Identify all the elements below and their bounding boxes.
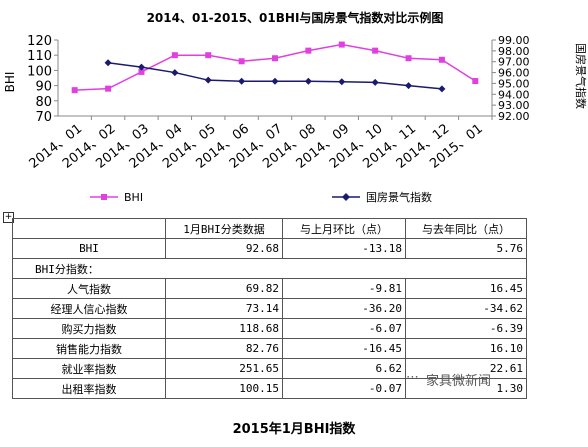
bhi-point — [272, 55, 278, 62]
index-point — [137, 63, 145, 71]
table-row: BHI分指数： — [12, 258, 527, 279]
yoy-cell: 16.45 — [405, 278, 527, 299]
table-row: 销售能力指数 82.76 -16.45 16.10 — [12, 338, 527, 359]
table-row: 出租率指数 100.15 -0.07 1.30 — [12, 378, 527, 399]
legend: BHI 国房景气指数 — [90, 190, 432, 204]
yoy-cell: 16.10 — [405, 338, 527, 359]
legend-bhi-label: BHI — [124, 191, 143, 204]
bhi-point — [238, 58, 245, 65]
yoy-cell: 1.30 — [405, 378, 527, 399]
yoy-cell: -6.39 — [405, 318, 527, 339]
table-expand-toggle[interactable]: + — [3, 212, 14, 223]
comparison-chart: 2014、01-2015、01BHI与国房景气指数对比示例图 BHI 国房景气指… — [3, 10, 588, 204]
bhi-point — [438, 56, 445, 63]
index-point — [405, 82, 413, 90]
y-right-tick-label: 92.00 — [498, 110, 530, 123]
y-right-tick-label: 99.00 — [498, 34, 530, 47]
table-row: 人气指数 69.82 -9.81 16.45 — [12, 278, 527, 299]
index-point — [104, 59, 112, 67]
y-right-tick-label: 93.00 — [498, 99, 530, 112]
bhi-point — [105, 85, 112, 92]
yoy-cell: 5.76 — [405, 238, 527, 259]
index-point — [204, 76, 212, 84]
mom-cell: -36.20 — [282, 298, 406, 319]
header-cell: 与去年同比（点） — [405, 218, 527, 239]
chart-title: 2014、01-2015、01BHI与国房景气指数对比示例图 — [147, 10, 444, 25]
y-tick-label: 120 — [27, 34, 52, 49]
index-point — [438, 85, 446, 93]
index-point — [304, 77, 312, 85]
row-label: 经理人信心指数 — [12, 298, 166, 319]
legend-bhi-marker — [101, 194, 107, 200]
bhi-point — [372, 47, 379, 54]
table-row: 经理人信心指数 73.14 -36.20 -34.62 — [12, 298, 527, 319]
mom-cell: 6.62 — [282, 358, 406, 379]
table-header-row: 1月BHI分类数据 与上月环比（点） 与去年同比（点） — [12, 218, 527, 239]
mom-cell: -13.18 — [282, 238, 406, 259]
value-cell: 69.82 — [165, 278, 283, 299]
row-label: 人气指数 — [12, 278, 166, 299]
legend-index-marker — [342, 193, 350, 201]
table-row: 购买力指数 118.68 -6.07 -6.39 — [12, 318, 527, 339]
value-cell: 251.65 — [165, 358, 283, 379]
bhi-point — [71, 87, 78, 94]
index-point — [271, 77, 279, 85]
mom-cell: -9.81 — [282, 278, 406, 299]
y-right-tick-label: 95.00 — [498, 77, 530, 90]
header-cell: 与上月环比（点） — [282, 218, 406, 239]
bhi-point — [138, 68, 145, 75]
header-cell — [12, 218, 166, 239]
row-label: 出租率指数 — [12, 378, 166, 399]
row-label: BHI分指数： — [12, 258, 527, 279]
y-axis-label: BHI — [3, 72, 17, 93]
index-point — [171, 69, 179, 77]
value-cell: 82.76 — [165, 338, 283, 359]
header-cell: 1月BHI分类数据 — [165, 218, 283, 239]
table-row: 就业率指数 251.65 6.62 22.61 — [12, 358, 527, 379]
y-tick-label: 100 — [27, 64, 52, 79]
bhi-point — [305, 47, 312, 54]
value-cell: 73.14 — [165, 298, 283, 319]
series-line-1 — [107, 62, 442, 90]
row-label: 销售能力指数 — [12, 338, 166, 359]
bhi-point — [338, 41, 345, 48]
y-tick-label: 70 — [35, 110, 52, 125]
row-label: BHI — [12, 238, 166, 259]
row-label: 就业率指数 — [12, 358, 166, 379]
bhi-point — [472, 78, 479, 85]
watermark-icon: ⋯ — [406, 370, 419, 385]
data-table-wrapper: 1月BHI分类数据 与上月环比（点） 与去年同比（点） BHI 92.68 -13.… — [12, 218, 527, 399]
y-right-tick-label: 96.00 — [498, 67, 530, 80]
index-point — [238, 77, 246, 85]
y-right-tick-label: 98.00 — [498, 45, 530, 58]
value-cell: 92.68 — [165, 238, 283, 259]
bhi-point — [205, 52, 212, 59]
bhi-point — [405, 55, 412, 62]
mom-cell: -0.07 — [282, 378, 406, 399]
figure-caption: 2015年1月BHI指数 — [232, 422, 356, 437]
y-right-tick-label: 97.00 — [498, 56, 530, 69]
y-tick-label: 80 — [35, 95, 52, 110]
index-point — [338, 78, 346, 86]
mom-cell: -6.07 — [282, 318, 406, 339]
watermark-text: 家具微新闻 — [426, 374, 492, 389]
row-label: 购买力指数 — [12, 318, 166, 339]
y-right-tick-label: 94.00 — [498, 88, 530, 101]
yoy-cell: -34.62 — [405, 298, 527, 319]
index-point — [371, 78, 379, 86]
yoy-cell: 22.61 — [405, 358, 527, 379]
y-axis-right-label: 国房景气指数 — [574, 43, 588, 109]
value-cell: 100.15 — [165, 378, 283, 399]
bhi-data-table: 1月BHI分类数据 与上月环比（点） 与去年同比（点） BHI 92.68 -13.… — [12, 218, 527, 399]
value-cell: 118.68 — [165, 318, 283, 339]
mom-cell: -16.45 — [282, 338, 406, 359]
y-tick-label: 110 — [27, 49, 52, 64]
table-row: BHI 92.68 -13.18 5.76 — [12, 238, 527, 259]
legend-index-label: 国房景气指数 — [366, 190, 432, 204]
bhi-point — [171, 52, 178, 59]
y-tick-label: 90 — [35, 80, 52, 95]
